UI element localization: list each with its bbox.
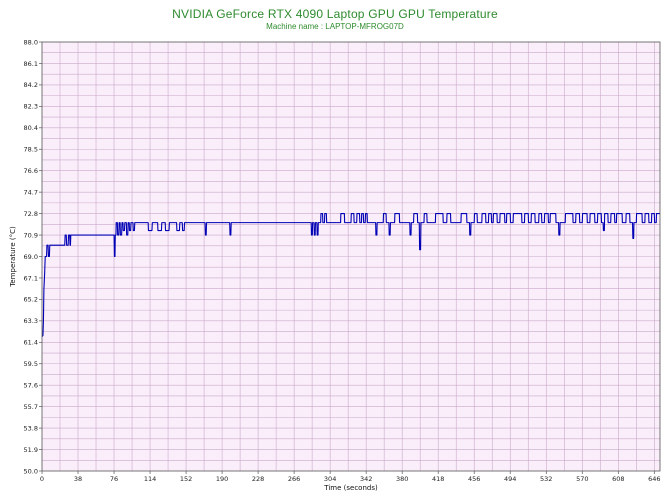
- x-tick-label: 342: [360, 475, 372, 483]
- x-tick-label: 532: [540, 475, 552, 483]
- y-tick-label: 65.2: [24, 296, 38, 304]
- x-tick-label: 418: [432, 475, 444, 483]
- chart-title: NVIDIA GeForce RTX 4090 Laptop GPU GPU T…: [172, 7, 498, 21]
- y-tick-label: 53.8: [24, 424, 38, 432]
- y-tick-label: 57.6: [24, 382, 38, 390]
- y-tick-label: 82.3: [24, 103, 38, 111]
- horizontal-grid: [42, 52, 660, 461]
- x-tick-label: 380: [396, 475, 408, 483]
- y-tick-label: 63.3: [24, 317, 38, 325]
- y-axis-ticks: 50.0 51.9 53.8 55.7 57.6 59.5 61.4 63.3 65.2 67.1…: [24, 38, 42, 475]
- y-tick-label: 70.9: [24, 231, 38, 239]
- x-tick-label: 266: [288, 475, 300, 483]
- x-tick-label: 228: [252, 475, 264, 483]
- x-tick-label: 38: [74, 475, 82, 483]
- plot-border: [41, 41, 661, 472]
- x-tick-label: 304: [324, 475, 336, 483]
- x-tick-label: 76: [110, 475, 118, 483]
- x-tick-label: 0: [40, 475, 44, 483]
- x-axis-ticks: 0 38 76 114 152 190 228 266 304 342 380 418 456 494 53…: [40, 471, 661, 483]
- x-tick-label: 608: [612, 475, 624, 483]
- x-tick-label: 646: [648, 475, 660, 483]
- y-tick-label: 61.4: [24, 339, 38, 347]
- chart-subtitle: Machine name : LAPTOP-MFROG07D: [266, 22, 404, 31]
- y-tick-label: 72.8: [24, 210, 38, 218]
- x-tick-label: 114: [144, 475, 156, 483]
- y-axis-label: Temperature (°C): [9, 226, 17, 288]
- y-tick-label: 50.0: [24, 467, 38, 475]
- y-tick-label: 69.0: [24, 253, 38, 261]
- x-tick-label: 190: [216, 475, 228, 483]
- x-tick-label: 456: [468, 475, 480, 483]
- y-tick-label: 67.1: [24, 274, 38, 282]
- x-axis-label: Time (seconds): [323, 484, 378, 492]
- y-tick-label: 51.9: [24, 446, 38, 454]
- x-tick-label: 570: [576, 475, 588, 483]
- y-tick-label: 55.7: [24, 403, 38, 411]
- y-tick-label: 78.5: [24, 146, 38, 154]
- y-tick-label: 74.7: [24, 188, 38, 196]
- y-tick-label: 86.1: [24, 60, 38, 68]
- x-tick-label: 152: [180, 475, 192, 483]
- x-tick-label: 494: [504, 475, 516, 483]
- y-tick-label: 59.5: [24, 360, 38, 368]
- y-tick-label: 76.6: [24, 167, 38, 175]
- y-tick-label: 80.4: [24, 124, 38, 132]
- temperature-series-line: [41, 213, 660, 338]
- y-tick-label: 84.2: [24, 81, 38, 89]
- y-tick-label: 88.0: [24, 38, 38, 46]
